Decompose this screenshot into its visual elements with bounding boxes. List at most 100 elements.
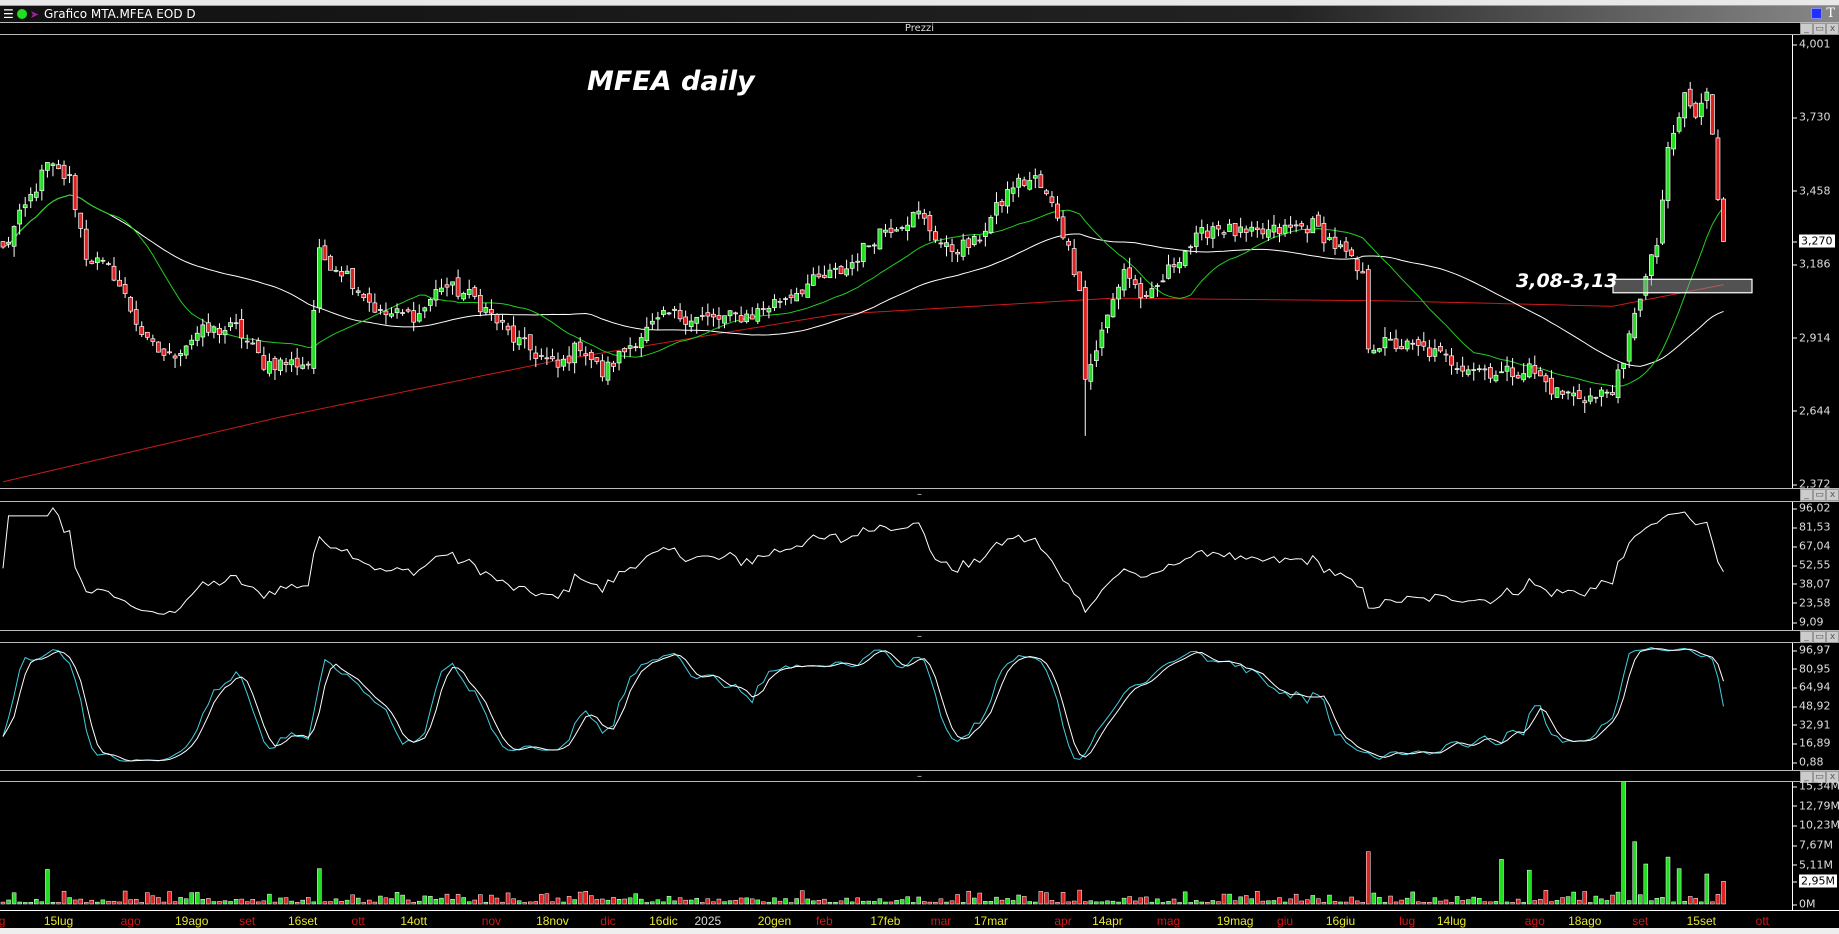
date-axis-label: ott — [1755, 914, 1770, 928]
candle — [1549, 377, 1554, 395]
menu-icon[interactable]: ☰ — [3, 7, 14, 21]
candle — [178, 353, 183, 357]
volume-bar — [744, 897, 749, 905]
panel-separator-label: – — [917, 489, 922, 500]
candle — [1626, 333, 1632, 362]
volume-bar — [1188, 902, 1193, 905]
text-tool-icon[interactable]: T — [1826, 6, 1835, 21]
volume-bar — [483, 901, 489, 905]
volume-bar — [727, 900, 733, 905]
date-axis-label: 17feb — [870, 914, 901, 928]
candle — [450, 281, 455, 286]
volume-bar — [145, 892, 150, 905]
volume-bar — [799, 890, 805, 905]
date-axis-label: apr — [1054, 914, 1072, 928]
candle — [1210, 226, 1216, 239]
candle — [117, 279, 122, 287]
volume-bar — [1393, 901, 1399, 905]
stochastic-panel[interactable]: 96,97 80,95 64,94 48,92 32,91 16,89 0,88 — [0, 643, 1839, 770]
candle — [1204, 230, 1210, 239]
candle — [933, 231, 938, 241]
price-panel[interactable]: 4,001 3,730 3,458 3,186 2,914 2,644 2,372 3,270 — [0, 35, 1839, 491]
rsi-panel[interactable]: 96,02 81,53 67,04 52,55 38,07 23,58 9,09 — [0, 502, 1839, 630]
candle — [849, 262, 855, 269]
volume-bar — [1049, 900, 1055, 905]
candle — [1099, 329, 1105, 348]
volume-bar — [244, 901, 250, 905]
window-titlebar: ☰ ➤ Grafico MTA.MFEA EOD D T — [0, 0, 1839, 22]
candle — [1399, 346, 1404, 350]
volume-bar — [211, 901, 217, 905]
minimize-button[interactable]: _ — [1800, 771, 1813, 783]
candle — [1171, 264, 1177, 268]
close-button[interactable]: x — [1826, 631, 1839, 643]
candle — [1482, 368, 1488, 371]
range-annotation-label: 3,08-3,13 — [1516, 270, 1618, 292]
candle — [133, 309, 139, 325]
volume-bar — [933, 901, 938, 905]
candle — [1116, 286, 1121, 300]
play-arrow-icon[interactable]: ➤ — [29, 7, 39, 21]
candle — [905, 224, 911, 232]
candle — [960, 239, 966, 257]
candle — [45, 162, 50, 171]
maximize-button[interactable]: ▭ — [1813, 23, 1826, 35]
volume-bar — [811, 900, 816, 905]
close-button[interactable]: x — [1826, 489, 1839, 501]
candle — [1010, 187, 1016, 194]
volume-bar — [1371, 892, 1377, 905]
candle — [1360, 271, 1366, 274]
candle — [144, 331, 150, 338]
candle — [1177, 262, 1182, 269]
volume-bar — [1149, 901, 1155, 905]
candle — [1454, 368, 1460, 370]
candle — [511, 325, 516, 343]
candle — [428, 298, 433, 306]
candle — [921, 213, 927, 219]
color-square-icon[interactable] — [1811, 8, 1823, 19]
candle — [189, 339, 195, 346]
rsi-axis[interactable]: 96,02 81,53 67,04 52,55 38,07 23,58 9,09 — [1792, 502, 1839, 630]
maximize-button[interactable]: ▭ — [1813, 631, 1826, 643]
maximize-button[interactable]: ▭ — [1813, 489, 1826, 501]
minimize-button[interactable]: _ — [1800, 23, 1813, 35]
volume-panel[interactable]: 15,34M 12,79M 10,23M 7,67M 5,11M 0M 2,95M — [0, 780, 1839, 911]
candle — [1343, 241, 1349, 252]
volume-bar — [172, 901, 178, 905]
volume-bar — [1088, 900, 1094, 905]
volume-bar — [117, 901, 122, 905]
axis-tick-label: 5,11M — [1793, 858, 1833, 872]
last-volume-tag: 2,95M — [1793, 874, 1837, 888]
stochastic-axis[interactable]: 96,97 80,95 64,94 48,92 32,91 16,89 0,88 — [1792, 643, 1839, 770]
date-axis-label: ago — [120, 914, 141, 928]
volume-bar — [1071, 900, 1077, 905]
date-axis-label: set — [1632, 914, 1649, 928]
candle — [594, 357, 600, 362]
rsi-chart — [2, 507, 1724, 615]
volume-bar — [1277, 897, 1282, 905]
candle — [233, 322, 239, 325]
price-axis[interactable]: 4,001 3,730 3,458 3,186 2,914 2,644 2,372 3,270 — [1792, 35, 1839, 491]
candle — [888, 227, 894, 233]
close-button[interactable]: x — [1826, 23, 1839, 35]
volume-bar — [306, 897, 311, 905]
volume-bar — [883, 901, 888, 905]
minimize-button[interactable]: _ — [1800, 489, 1813, 501]
candle — [228, 322, 233, 328]
candle — [1510, 367, 1515, 378]
candle — [655, 317, 661, 320]
minimize-button[interactable]: _ — [1800, 631, 1813, 643]
volume-bar — [1282, 901, 1288, 905]
date-axis[interactable]: lug 15lug ago 19ago set 16set ott 14ott nov 18nov… — [0, 910, 1839, 928]
price-panel-header: Prezzi _ ▭ x — [0, 22, 1839, 35]
volume-bar — [1005, 898, 1010, 905]
volume-bar — [344, 899, 350, 905]
volume-bar — [1710, 901, 1715, 905]
volume-bar — [333, 898, 339, 905]
maximize-button[interactable]: ▭ — [1813, 771, 1826, 783]
volume-bar — [1649, 900, 1654, 905]
volume-bar — [1083, 901, 1088, 905]
candle — [317, 247, 322, 309]
candle — [1582, 400, 1588, 404]
volume-axis[interactable]: 15,34M 12,79M 10,23M 7,67M 5,11M 0M 2,95M — [1792, 780, 1839, 911]
